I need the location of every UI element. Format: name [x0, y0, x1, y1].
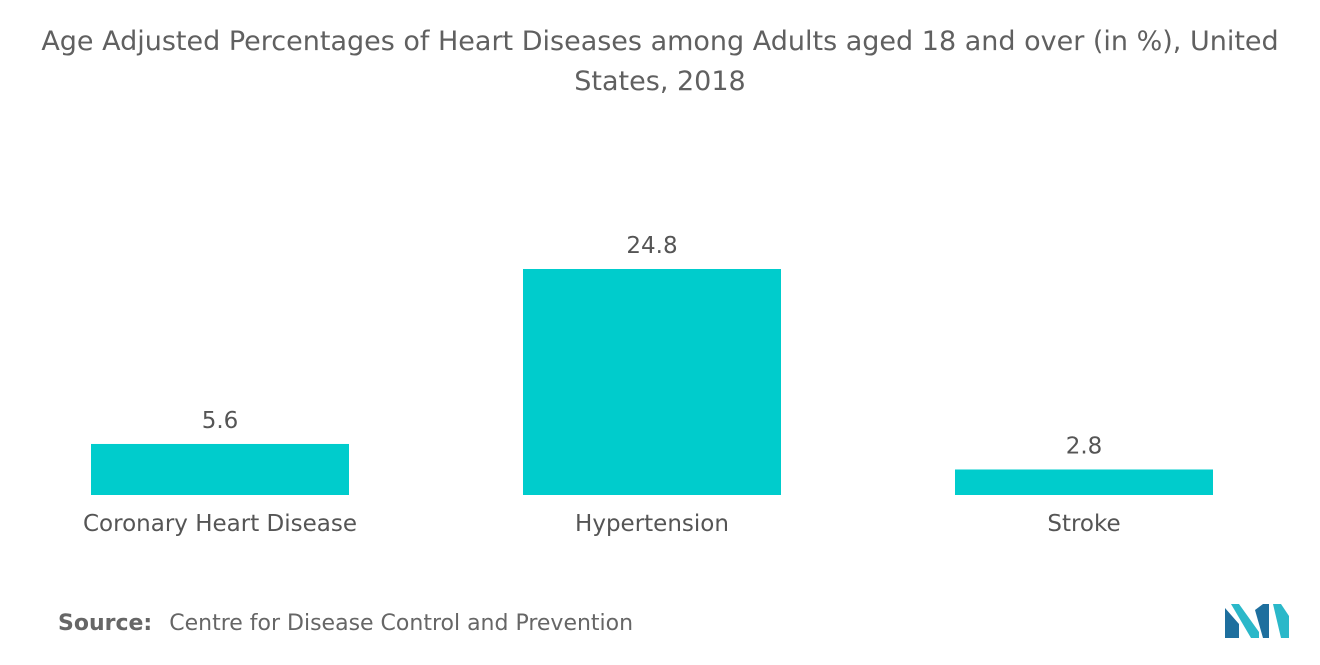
source-note: Source: Centre for Disease Control and P… — [58, 611, 633, 636]
data-label: 2.8 — [1066, 433, 1103, 459]
source-label: Source: — [58, 611, 153, 636]
bar-stroke — [955, 469, 1213, 495]
logo-shape-2 — [1231, 604, 1259, 638]
category-label: Coronary Heart Disease — [83, 511, 357, 537]
logo-shape-3 — [1255, 604, 1269, 638]
source-text: Centre for Disease Control and Preventio… — [169, 611, 634, 636]
category-label: Stroke — [1047, 511, 1120, 537]
mordor-intelligence-logo-icon — [1225, 604, 1289, 638]
bar-hypertension — [523, 269, 781, 495]
logo-shape-4 — [1273, 604, 1289, 638]
category-label: Hypertension — [575, 511, 729, 537]
data-label: 24.8 — [626, 233, 677, 259]
logo-shape-1 — [1225, 608, 1239, 638]
bar-coronary-heart-disease — [91, 443, 349, 495]
data-label: 5.6 — [202, 408, 239, 434]
chart-title: Age Adjusted Percentages of Heart Diseas… — [0, 22, 1320, 102]
chart-title-line-1: Age Adjusted Percentages of Heart Diseas… — [41, 26, 1279, 57]
chart-title-line-2: States, 2018 — [574, 66, 746, 97]
